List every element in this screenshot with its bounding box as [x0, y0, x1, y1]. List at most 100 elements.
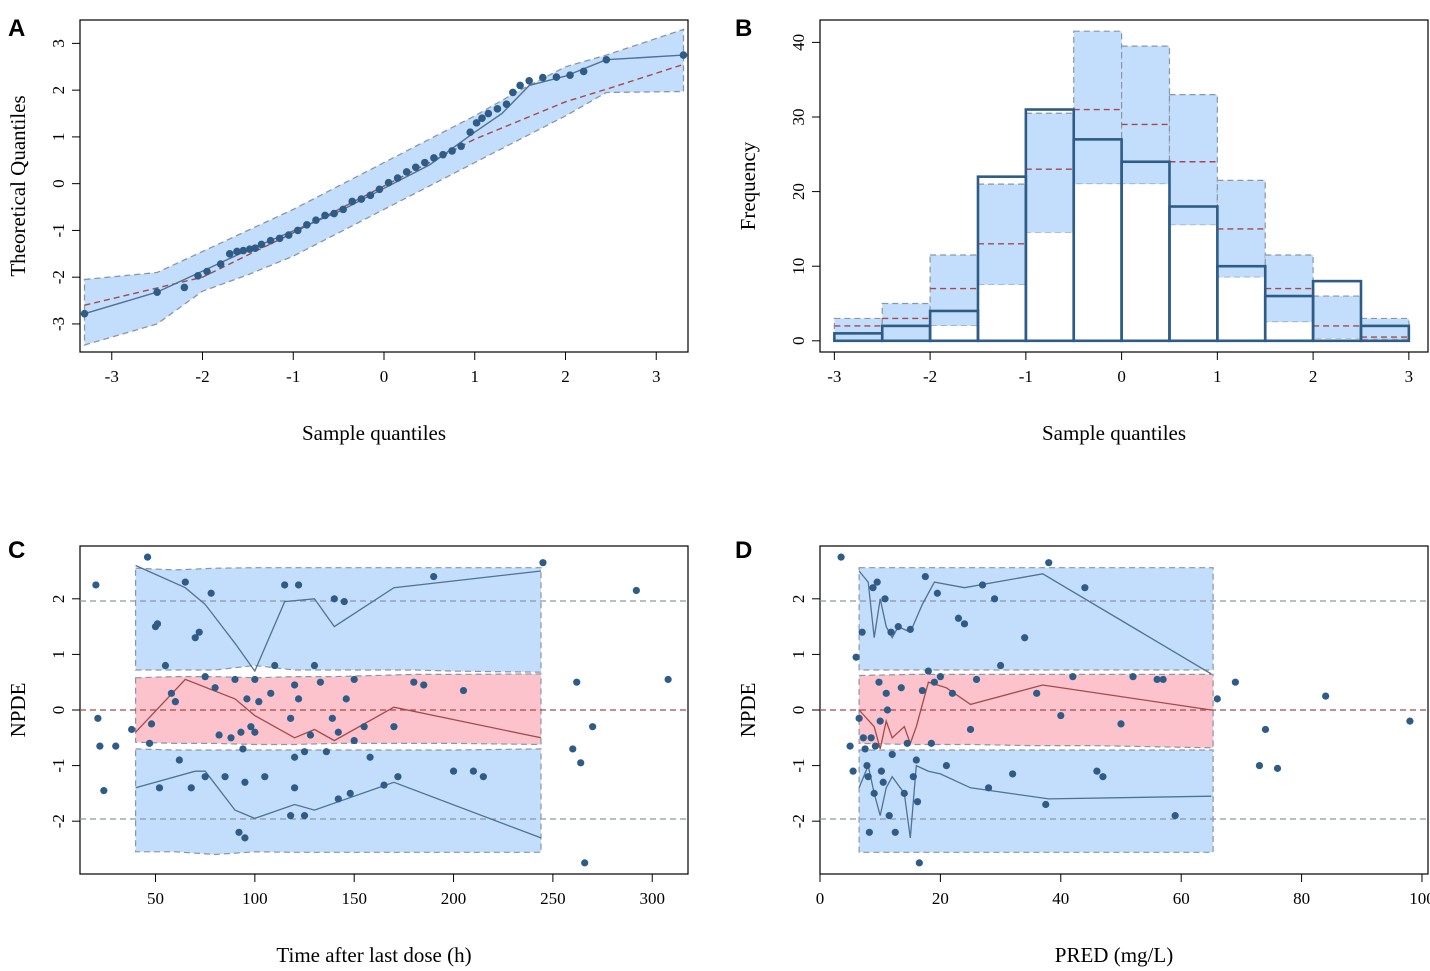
data-point [390, 723, 398, 731]
data-point [287, 812, 295, 820]
data-point [180, 283, 189, 292]
prediction-interval-band [83, 28, 685, 346]
data-point [885, 812, 893, 820]
data-point [384, 178, 393, 187]
x-tick-label: 20 [932, 889, 949, 908]
data-point [552, 73, 561, 81]
x-tick-label: 0 [1117, 367, 1126, 386]
y-axis: -2 -1 0 1 2 [49, 595, 80, 828]
pi-bar [1025, 112, 1075, 234]
x-tick-label: 0 [816, 889, 825, 908]
x-tick-label: 100 [242, 889, 268, 908]
data-point [402, 168, 411, 176]
data-point [334, 728, 342, 736]
upper-percentile-line [135, 564, 542, 673]
x-tick-label: 50 [147, 889, 164, 908]
data-point [1033, 689, 1041, 697]
x-axis: 0 20 40 60 80 100 [816, 874, 1430, 908]
data-point [472, 119, 481, 127]
data-point [539, 559, 547, 567]
data-point [509, 88, 517, 97]
y-tick-label: 1 [49, 650, 68, 659]
x-axis: -3 -2 -1 0 1 2 3 [827, 352, 1413, 386]
data-point [294, 695, 303, 703]
data-point [679, 51, 688, 59]
theoretical-median-line [84, 63, 684, 306]
data-point [960, 620, 969, 628]
data-point [479, 773, 487, 781]
data-point [153, 620, 162, 628]
data-point [954, 614, 963, 622]
data-point [194, 271, 202, 280]
data-point [933, 589, 941, 597]
data-point [187, 784, 195, 792]
data-point [861, 745, 869, 753]
data-point [1081, 584, 1089, 592]
data-point [466, 128, 475, 137]
pi-bar [1312, 295, 1362, 340]
data-point [871, 742, 879, 750]
y-tick-label: -1 [789, 759, 808, 773]
data-point [393, 174, 402, 182]
data-point [602, 55, 611, 64]
data-point [891, 828, 899, 836]
y-axis: 0 10 20 30 40 [789, 34, 820, 345]
data-point [867, 734, 875, 742]
y-axis-label: Theoretical Quantiles [6, 95, 30, 276]
data-point [342, 695, 350, 703]
data-point [502, 100, 511, 108]
data-point [410, 678, 418, 686]
data-point [1261, 725, 1270, 734]
data-point [300, 812, 309, 820]
data-point [909, 773, 917, 781]
data-point [261, 773, 269, 781]
y-tick-label: -2 [789, 814, 808, 828]
data-point [306, 731, 315, 739]
data-point [281, 581, 289, 589]
data-point [581, 859, 589, 867]
data-point [348, 197, 357, 206]
data-point [167, 689, 175, 697]
x-tick-label: 200 [441, 889, 467, 908]
data-point [430, 572, 438, 581]
data-point [181, 578, 189, 586]
x-axis-label: PRED (mg/L) [1055, 943, 1173, 967]
observed-bar [1311, 279, 1363, 343]
data-point [1021, 634, 1029, 642]
y-axis: -2 -1 0 1 2 [789, 595, 820, 828]
data-point [990, 595, 999, 603]
x-tick-label: 3 [1405, 367, 1414, 386]
y-axis-label: Frequency [736, 141, 760, 230]
panel-letter: C [8, 537, 25, 564]
x-tick-label: -2 [195, 367, 209, 386]
x-tick-label: -2 [923, 367, 937, 386]
data-point [233, 247, 241, 256]
data-point [864, 773, 872, 781]
data-point [589, 723, 597, 731]
data-point [92, 581, 100, 589]
y-tick-label: 1 [789, 650, 808, 659]
data-point [340, 597, 348, 606]
data-point [175, 756, 183, 764]
data-point [894, 623, 902, 631]
pi-bar [929, 254, 979, 327]
y-tick-label: 0 [49, 706, 68, 715]
data-point [243, 695, 251, 703]
data-point [128, 725, 136, 734]
data-point [215, 731, 223, 739]
data-point [207, 589, 215, 597]
data-point [948, 689, 957, 697]
data-point [112, 742, 120, 750]
data-points [92, 553, 672, 867]
data-point [267, 689, 275, 697]
data-point [579, 67, 588, 76]
pi-bar-lower-gap [1073, 184, 1122, 341]
upper-pi-band [858, 567, 1214, 671]
y-tick-label: 2 [49, 595, 68, 604]
data-point [849, 767, 857, 775]
data-point [1045, 559, 1053, 567]
x-tick-label: 2 [561, 367, 570, 386]
y-tick-label: 40 [789, 34, 808, 51]
